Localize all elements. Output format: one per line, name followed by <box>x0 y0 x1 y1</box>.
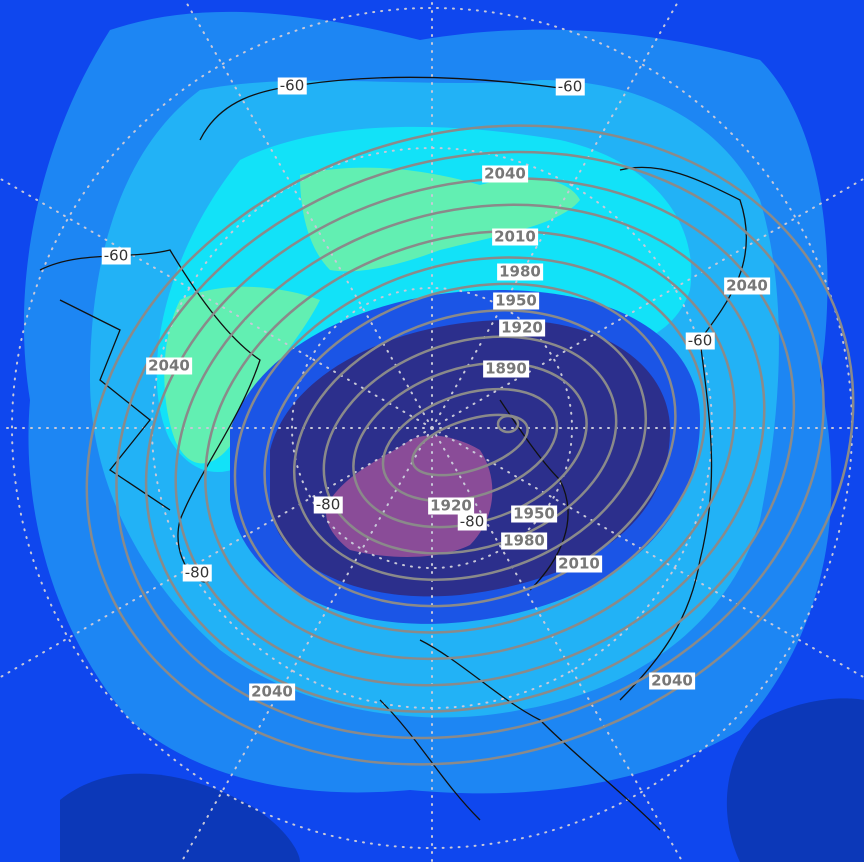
corner-deep-blue-left <box>60 773 300 862</box>
height-contour-label: 1950 <box>493 291 539 310</box>
height-contour <box>292 309 648 581</box>
height-contour <box>352 361 588 529</box>
temperature-contour-label: -80 <box>313 495 343 514</box>
meridian-line <box>0 177 433 429</box>
temperature-contour-label: -60 <box>685 331 715 350</box>
meridian-line <box>431 427 684 862</box>
height-contour-label: 1890 <box>483 359 529 378</box>
warmest-region-west <box>164 286 320 464</box>
height-contour-label: 1980 <box>501 531 547 550</box>
height-contour <box>263 282 677 608</box>
height-contour <box>233 256 707 634</box>
meridian-line <box>0 427 433 679</box>
height-contour-label: 2040 <box>482 164 528 183</box>
height-contour <box>381 387 559 503</box>
height-contour-label: 1950 <box>511 504 557 523</box>
height-contour-label: 2040 <box>146 356 192 375</box>
meridian-line <box>431 177 864 429</box>
height-contour <box>115 150 825 740</box>
height-contour <box>144 177 796 713</box>
temperature-contour-label: -60 <box>101 246 131 265</box>
corner-deep-blue-right <box>726 698 864 862</box>
height-contour-label: 2010 <box>492 227 538 246</box>
height-contour <box>174 203 766 687</box>
meridian-line <box>431 0 681 429</box>
meridian-line <box>180 427 433 862</box>
temperature-contour-label: -80 <box>182 563 212 582</box>
temperature-contour-label: -60 <box>277 76 307 95</box>
height-contour-label: 2040 <box>649 671 695 690</box>
height-contour-label: 1920 <box>499 318 545 337</box>
latitude-circle <box>291 287 573 569</box>
height-contour-label: 1920 <box>428 496 474 515</box>
height-contour <box>85 124 855 766</box>
temperature-contour-label: -60 <box>555 77 585 96</box>
height-contour <box>411 413 529 477</box>
height-contour-label: 2040 <box>249 682 295 701</box>
meridian-line <box>183 0 433 429</box>
meridian-line <box>431 427 864 679</box>
height-contour-low-center <box>496 414 520 434</box>
height-contour-label: 2040 <box>724 276 770 295</box>
height-contour <box>204 229 736 661</box>
warmest-region-north <box>300 167 580 272</box>
height-contour-label: 2010 <box>556 554 602 573</box>
temperature-contour-label: -80 <box>457 512 487 531</box>
height-contours <box>85 124 855 766</box>
height-contour-label: 1980 <box>497 262 543 281</box>
